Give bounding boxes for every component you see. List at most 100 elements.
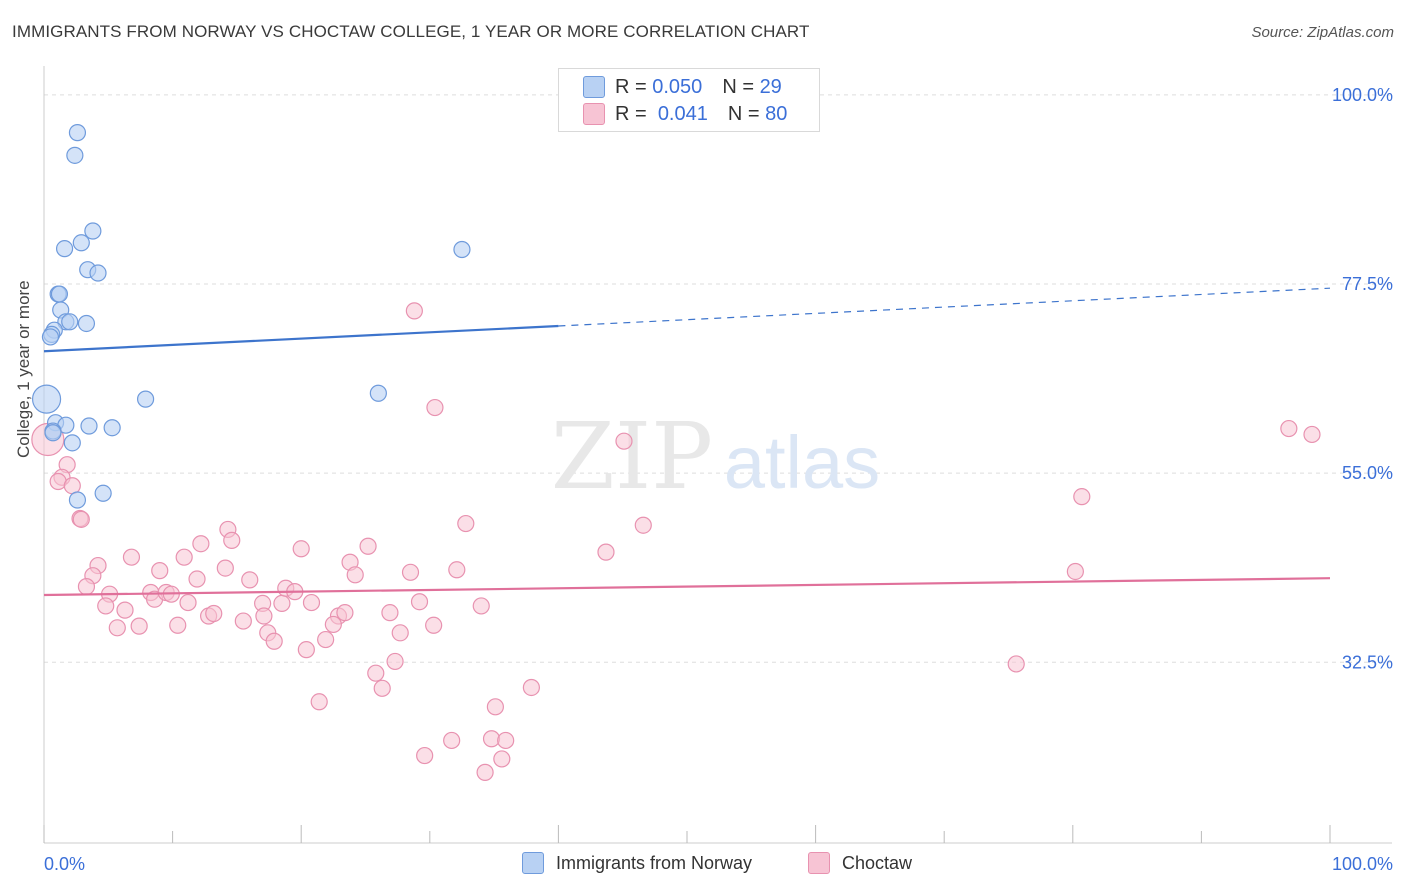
norway-point bbox=[369, 384, 387, 402]
norway-point bbox=[44, 424, 62, 442]
choctaw-point bbox=[77, 577, 96, 596]
y-tick-label: 55.0% bbox=[1342, 463, 1393, 483]
choctaw-point bbox=[410, 593, 429, 611]
choctaw-point bbox=[401, 563, 420, 581]
choctaw-point bbox=[317, 630, 335, 649]
choctaw-point bbox=[416, 746, 434, 765]
norway-point bbox=[61, 313, 79, 331]
choctaw-point bbox=[223, 531, 241, 549]
choctaw-point bbox=[1007, 655, 1025, 673]
choctaw-point bbox=[497, 731, 515, 750]
stats-legend: R = 0.050 N = 29 R = 0.041 N = 80 bbox=[558, 68, 820, 132]
choctaw-point bbox=[188, 570, 206, 588]
choctaw-point bbox=[493, 750, 511, 768]
watermark: ZIP atlas bbox=[551, 403, 880, 510]
legend-n-label: N = bbox=[722, 75, 754, 98]
choctaw-point bbox=[1303, 425, 1321, 444]
choctaw-point bbox=[49, 472, 67, 491]
choctaw-point bbox=[255, 607, 273, 625]
norway-point bbox=[63, 434, 81, 452]
norway-swatch-icon bbox=[583, 76, 605, 98]
legend-label-norway: Immigrants from Norway bbox=[556, 852, 753, 873]
choctaw-point bbox=[1280, 419, 1298, 438]
legend-r-value: 0.041 bbox=[657, 102, 708, 125]
choctaw-point bbox=[169, 616, 187, 634]
choctaw-point bbox=[122, 548, 141, 566]
norway-point bbox=[72, 234, 90, 252]
choctaw-point bbox=[443, 731, 461, 750]
choctaw-point bbox=[336, 604, 354, 622]
choctaw-point bbox=[116, 601, 134, 619]
norway-point bbox=[68, 124, 87, 142]
choctaw-point bbox=[405, 302, 423, 320]
norway-point bbox=[31, 384, 62, 414]
norway-point bbox=[94, 484, 112, 502]
legend-r-label: R = bbox=[615, 102, 647, 125]
norway-point bbox=[84, 222, 102, 240]
norway-point bbox=[55, 240, 74, 258]
choctaw-point bbox=[265, 632, 283, 650]
norway-points bbox=[31, 124, 471, 509]
choctaw-point bbox=[373, 679, 391, 697]
legend-row-choctaw: R = 0.041 N = 80 bbox=[583, 102, 787, 126]
choctaw-point bbox=[386, 652, 404, 671]
choctaw-point bbox=[97, 597, 115, 615]
choctaw-point bbox=[310, 693, 328, 711]
legend-row-norway: R = 0.050 N = 29 bbox=[583, 75, 782, 99]
y-tick-label: 100.0% bbox=[1332, 85, 1393, 105]
legend-item-norway[interactable]: Immigrants from Norway bbox=[522, 852, 752, 874]
legend-r-value: 0.050 bbox=[652, 75, 703, 98]
choctaw-point bbox=[425, 616, 443, 634]
axes bbox=[43, 66, 1392, 844]
series-legend: Immigrants from Norway Choctaw bbox=[0, 852, 1406, 878]
choctaw-point bbox=[273, 594, 291, 613]
legend-label-choctaw: Choctaw bbox=[842, 852, 913, 873]
legend-r-label: R = bbox=[615, 75, 647, 98]
choctaw-point bbox=[302, 593, 321, 612]
norway-point bbox=[41, 328, 60, 346]
choctaw-point bbox=[297, 641, 315, 659]
choctaw-point bbox=[234, 612, 252, 630]
choctaw-legend-swatch-icon bbox=[808, 852, 830, 874]
norway-point bbox=[77, 314, 96, 333]
trend-lines bbox=[43, 287, 1331, 597]
choctaw-point bbox=[179, 593, 197, 612]
legend-item-choctaw[interactable]: Choctaw bbox=[808, 852, 912, 874]
norway-point bbox=[66, 146, 84, 164]
x-tick-label: 100.0% bbox=[1332, 854, 1393, 874]
x-tick-label: 0.0% bbox=[44, 854, 85, 874]
legend-n-label: N = bbox=[727, 102, 760, 125]
choctaw-points bbox=[31, 302, 1321, 781]
norway-trend-line bbox=[43, 324, 559, 353]
choctaw-point bbox=[615, 432, 633, 450]
choctaw-point bbox=[476, 763, 494, 781]
choctaw-point bbox=[482, 730, 501, 748]
choctaw-point bbox=[381, 604, 399, 622]
choctaw-point bbox=[346, 566, 364, 584]
choctaw-point bbox=[1073, 488, 1091, 506]
choctaw-point bbox=[241, 571, 259, 589]
norway-point bbox=[136, 390, 155, 408]
norway-point bbox=[103, 419, 121, 437]
choctaw-point bbox=[457, 514, 475, 533]
choctaw-trend-line bbox=[43, 577, 1331, 597]
choctaw-point bbox=[391, 624, 409, 642]
choctaw-point bbox=[324, 615, 342, 634]
norway-legend-swatch-icon bbox=[522, 852, 544, 874]
norway-point bbox=[89, 264, 107, 282]
choctaw-point bbox=[486, 698, 504, 716]
choctaw-point bbox=[72, 510, 90, 528]
choctaw-point bbox=[216, 559, 234, 577]
choctaw-point bbox=[359, 537, 377, 555]
choctaw-point bbox=[108, 619, 126, 637]
choctaw-point bbox=[597, 543, 615, 561]
chart-title: IMMIGRANTS FROM NORWAY VS CHOCTAW COLLEG… bbox=[12, 22, 810, 41]
legend-n-value: 80 bbox=[765, 102, 788, 125]
watermark-atlas: atlas bbox=[724, 421, 880, 504]
choctaw-point bbox=[292, 540, 310, 558]
choctaw-point bbox=[192, 535, 210, 553]
choctaw-point bbox=[130, 617, 148, 635]
choctaw-point bbox=[426, 398, 444, 417]
norway-point bbox=[453, 240, 471, 259]
